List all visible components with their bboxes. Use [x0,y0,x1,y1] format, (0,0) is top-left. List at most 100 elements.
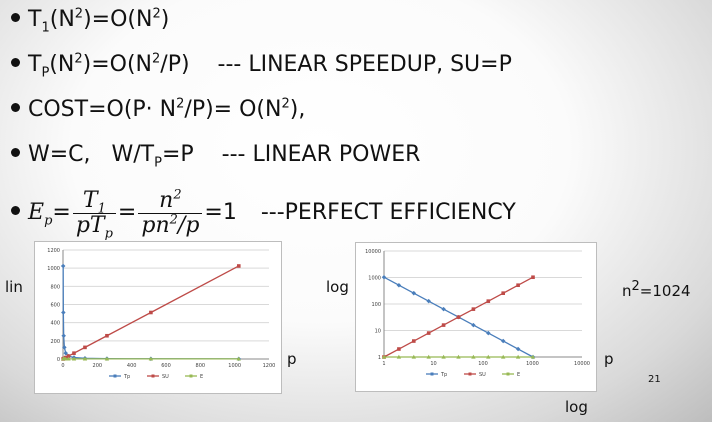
bullet-efficiency: Ep= T1 pTp = n2 pn2/p =1 ---PERFECT EFFICIENCY [11,183,516,243]
x-tick-label: 10 [430,361,436,367]
x-tick-label: 800 [196,363,206,369]
legend-label-tp: Tp [123,374,130,380]
efficiency-note: ---PERFECT EFFICIENCY [260,200,516,225]
label-p-left: p [287,350,297,368]
point-e [486,354,491,359]
log-chart-svg: 1 10 100 1000 10000 1 10 100 1000 10000 Tp SU E [365,249,590,378]
point-su [531,275,535,280]
x-tick-label: 0 [61,363,64,369]
point-su [441,323,446,327]
legend-label-tp: Tp [440,372,447,378]
point-su [516,283,520,288]
point-su [471,307,476,311]
point-tp [61,310,66,315]
point-e [396,354,402,359]
point-e [66,356,71,361]
b2-sup: 2 [152,51,161,67]
y-tick-label: 1200 [47,248,60,254]
f2-den: pn [141,212,170,238]
x-tick-label: 1 [382,361,385,367]
point-e [381,354,387,359]
b1-sub: 1 [41,20,50,36]
b2-sub: P [41,65,50,81]
f1-num-sub: 1 [97,200,106,216]
legend-label-e: E [517,372,520,378]
y-tick-label: 10 [375,329,381,335]
n2-base: n [622,282,632,300]
f2-den-sup: 2 [169,212,178,228]
point-e [71,356,77,361]
point-tp [396,282,402,288]
b3-text: COST=O(P· N [28,97,177,122]
page-number: 21 [648,374,661,385]
point-su [236,264,241,268]
bullet-cost: COST=O(P· N2/P)= O(N2), [11,97,305,123]
legend-marker-tp [113,374,117,378]
b2-text: /P) --- LINEAR SPEEDUP, SU=P [160,52,512,77]
f2-num-sup: 2 [173,187,182,203]
b3-text: /P)= O(N [184,97,282,122]
x-tick-label: 1000 [228,363,241,369]
y-tick-label: 1000 [368,276,381,282]
legend-marker-e [189,374,193,378]
legend-marker-e [506,372,510,376]
y-tick-label: 800 [50,284,60,290]
point-tp [61,333,66,339]
y-tick-label: 400 [50,321,60,327]
f1-num: T [82,187,98,213]
point-su [72,351,76,355]
legend-label-su: SU [162,374,169,380]
f2-den-tail: /p [177,212,200,238]
linear-chart: 0 200 400 600 800 1000 1200 0 200 400 600 800 1000 12… [34,241,282,394]
legend-marker-su [468,372,472,376]
fraction-denominator: pn2/p [138,212,202,238]
b1-text: ) [160,7,170,32]
label-p-right: p [604,350,614,368]
y-tick-label: 10000 [365,249,381,255]
n2-value: =1024 [639,282,691,300]
point-su [149,310,153,315]
equals-sign: = [117,200,137,225]
bullet-dot [11,148,20,157]
log-chart: 1 10 100 1000 10000 1 10 100 1000 10000 Tp SU E [355,242,597,392]
point-tp [62,345,67,350]
bullet-power: W=C, W/TP=P --- LINEAR POWER [11,142,421,169]
y-tick-label: 1 [378,355,381,361]
point-e [456,354,461,359]
bullet-dot [11,58,20,67]
point-e [530,354,536,359]
b1-text: )=O(N [83,7,153,32]
bullet-dot [11,206,20,215]
fraction-numerator: n2 [138,187,203,214]
fraction-t1-over-ptp: T1 pTp [72,187,116,241]
b4-text: W=C, W/T [28,142,155,167]
point-e [148,356,154,361]
point-su [501,291,506,295]
equals-sign: = [52,200,71,225]
bullet-t1: T1(N2)=O(N2) [11,7,170,36]
point-e [471,354,476,359]
y-tick-label: 0 [57,357,60,363]
point-su [397,347,401,351]
x-tick-label: 1200 [263,363,276,369]
x-tick-label: 600 [161,363,171,369]
legend-label-e: E [200,374,203,380]
x-tick-label: 10000 [574,361,590,367]
point-su [456,315,461,319]
label-log-left: log [326,278,349,296]
b2-text: )=O(N [82,52,152,77]
b3-sup: 2 [281,96,290,112]
point-e [82,356,88,361]
point-e [441,354,446,359]
x-tick-label: 200 [93,363,103,369]
efficiency-sub: p [44,213,53,229]
fraction-numerator: T1 [72,187,116,216]
linear-chart-svg: 0 200 400 600 800 1000 1200 0 200 400 600 800 1000 12… [47,248,276,380]
point-e [515,354,521,359]
point-tp [60,263,66,269]
bullet-tp: TP(N2)=O(N2/P) --- LINEAR SPEEDUP, SU=P [11,51,512,81]
f1-den-sub: p [104,225,113,241]
b4-text: =P --- LINEAR POWER [161,142,421,167]
point-e [426,354,431,359]
point-su [105,333,109,338]
